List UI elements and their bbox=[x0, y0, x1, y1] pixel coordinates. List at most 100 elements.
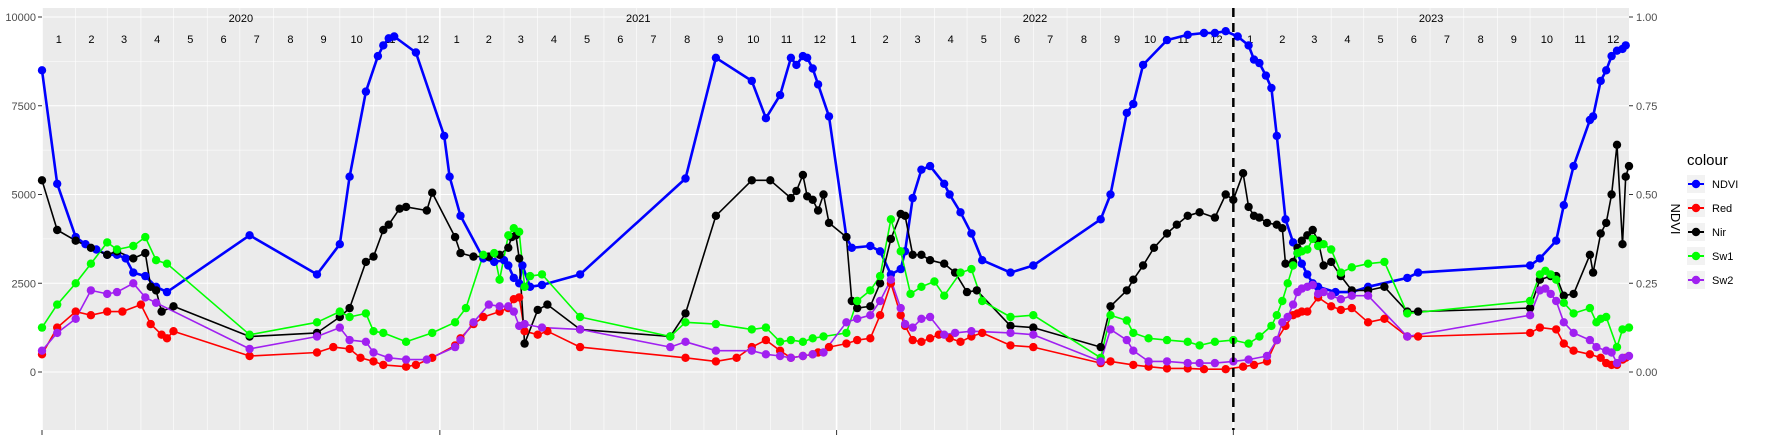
month-label: 8 bbox=[684, 34, 690, 46]
data-point-red bbox=[515, 293, 524, 302]
data-point-sw2 bbox=[484, 300, 493, 309]
data-point-sw2 bbox=[967, 327, 976, 336]
data-point-ndvi bbox=[390, 32, 399, 41]
data-point-sw1 bbox=[808, 334, 817, 343]
data-point-sw2 bbox=[575, 325, 585, 334]
month-label: 5 bbox=[981, 34, 987, 46]
data-point-ndvi bbox=[456, 211, 465, 220]
month-label: 1 bbox=[56, 34, 62, 46]
left-axis-tick-label: 10000 bbox=[5, 12, 36, 24]
data-point-sw2 bbox=[504, 302, 513, 311]
data-point-nir bbox=[345, 303, 354, 313]
data-point-ndvi bbox=[875, 247, 885, 256]
month-label: 7 bbox=[1444, 34, 1450, 46]
data-point-sw2 bbox=[1272, 335, 1282, 345]
data-point-sw2 bbox=[1278, 318, 1287, 327]
legend-key-point bbox=[1691, 275, 1701, 285]
data-point-ndvi bbox=[945, 190, 954, 199]
data-point-red bbox=[853, 335, 862, 345]
data-point-sw2 bbox=[401, 355, 411, 364]
month-label: 12 bbox=[1210, 34, 1222, 46]
data-point-sw2 bbox=[900, 319, 910, 329]
data-point-sw1 bbox=[1278, 296, 1287, 306]
data-point-sw1 bbox=[112, 245, 122, 254]
data-point-sw1 bbox=[537, 270, 547, 279]
data-point-ndvi bbox=[1596, 76, 1605, 86]
data-point-ndvi bbox=[747, 76, 756, 86]
month-label: 10 bbox=[1541, 34, 1553, 46]
month-label: 12 bbox=[417, 34, 429, 46]
data-point-ndvi bbox=[1221, 27, 1230, 36]
data-point-ndvi bbox=[1569, 161, 1578, 171]
data-point-sw2 bbox=[1403, 332, 1412, 341]
data-point-sw2 bbox=[925, 312, 935, 322]
data-point-red bbox=[1413, 332, 1423, 341]
data-point-nir bbox=[917, 250, 926, 259]
data-point-ndvi bbox=[847, 243, 856, 252]
minor-gridlines bbox=[42, 61, 1629, 328]
data-point-nir bbox=[422, 206, 431, 215]
data-point-sw2 bbox=[1546, 289, 1555, 299]
data-point-ndvi bbox=[1106, 190, 1115, 199]
data-point-sw2 bbox=[1129, 346, 1138, 355]
data-point-nir bbox=[379, 225, 388, 235]
data-point-sw1 bbox=[1336, 268, 1346, 277]
data-point-sw1 bbox=[1106, 311, 1115, 320]
data-point-ndvi bbox=[866, 241, 875, 251]
data-point-nir bbox=[1297, 236, 1307, 245]
data-point-sw1 bbox=[141, 232, 150, 242]
data-point-red bbox=[732, 353, 741, 362]
data-point-sw1 bbox=[866, 286, 875, 295]
data-point-nir bbox=[1327, 257, 1336, 267]
data-point-red bbox=[761, 335, 771, 345]
data-point-sw2 bbox=[1585, 335, 1595, 345]
data-point-nir bbox=[819, 190, 828, 199]
data-point-red bbox=[103, 307, 112, 316]
data-point-nir bbox=[1138, 261, 1148, 270]
data-point-sw2 bbox=[1525, 311, 1535, 320]
data-point-sw2 bbox=[335, 323, 344, 332]
data-point-sw1 bbox=[1303, 245, 1312, 254]
data-point-nir bbox=[1029, 323, 1038, 332]
legend-label: Sw2 bbox=[1712, 275, 1733, 287]
data-point-sw1 bbox=[525, 271, 535, 281]
right-axis-tick-label: 0.00 bbox=[1636, 367, 1657, 379]
data-point-ndvi bbox=[1607, 51, 1616, 61]
data-point-red bbox=[71, 307, 80, 316]
data-point-red bbox=[1535, 323, 1545, 332]
data-point-sw1 bbox=[401, 337, 411, 346]
data-point-red bbox=[978, 328, 987, 338]
data-point-sw1 bbox=[1552, 275, 1561, 284]
data-point-nir bbox=[1210, 213, 1220, 222]
month-label: 1 bbox=[850, 34, 856, 46]
data-point-sw1 bbox=[490, 248, 499, 258]
data-point-nir bbox=[1281, 259, 1290, 268]
data-point-sw2 bbox=[1122, 335, 1132, 345]
data-point-red bbox=[917, 337, 926, 346]
data-point-sw1 bbox=[1288, 261, 1298, 270]
data-point-sw1 bbox=[1602, 312, 1611, 322]
data-point-ndvi bbox=[379, 41, 388, 50]
legend-key-point bbox=[1691, 251, 1701, 261]
data-point-red bbox=[1249, 360, 1259, 370]
data-point-red bbox=[1238, 362, 1248, 371]
data-point-sw1 bbox=[1319, 240, 1328, 249]
data-point-sw2 bbox=[747, 346, 756, 355]
left-axis-tick-label: 7500 bbox=[12, 101, 36, 113]
data-point-sw2 bbox=[450, 342, 460, 352]
data-point-ndvi bbox=[1261, 71, 1271, 80]
month-label: 7 bbox=[254, 34, 260, 46]
data-point-red bbox=[908, 335, 917, 345]
data-point-ndvi bbox=[925, 161, 935, 171]
legend-key-point bbox=[1691, 179, 1701, 189]
data-point-nir bbox=[900, 211, 910, 220]
data-point-red bbox=[345, 344, 354, 354]
data-point-nir bbox=[361, 257, 371, 267]
data-point-sw1 bbox=[461, 303, 471, 313]
data-point-sw2 bbox=[1327, 291, 1336, 300]
data-point-sw1 bbox=[1210, 337, 1220, 346]
data-point-nir bbox=[401, 202, 411, 212]
data-point-sw1 bbox=[761, 323, 771, 332]
data-point-sw2 bbox=[369, 348, 378, 357]
data-point-sw2 bbox=[1262, 351, 1272, 361]
